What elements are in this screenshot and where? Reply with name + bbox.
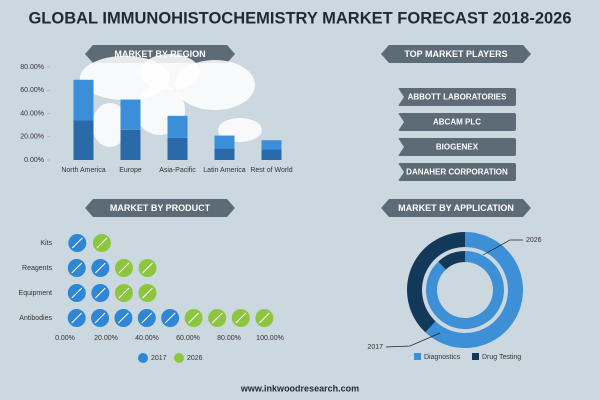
bar-segment (167, 115, 188, 138)
bar-segment (261, 140, 282, 150)
x-tick-label: Asia-Pacific (159, 167, 196, 174)
legend-swatch (414, 353, 421, 360)
icon-stripe (96, 237, 108, 249)
icon-stripe (141, 312, 153, 324)
player-box (398, 138, 516, 156)
y-tick-label: 60.00% (20, 87, 44, 94)
donut-segment (438, 251, 465, 270)
icon-group (67, 309, 180, 327)
x-tick-label: Latin America (203, 167, 246, 174)
legend-label: Diagnostics (424, 354, 461, 361)
icon-group (67, 284, 110, 302)
bar-segment (73, 79, 94, 121)
icon-group (67, 259, 110, 277)
icon-stripe (211, 312, 223, 324)
icon-group (68, 234, 87, 252)
icon-stripe (142, 287, 153, 299)
bar-segment (120, 99, 141, 130)
icon-stripe (118, 287, 130, 299)
player-notch (398, 88, 404, 106)
icon-stripe (71, 237, 83, 249)
map-shape (175, 60, 255, 110)
section-header (381, 199, 531, 217)
legend-swatch (138, 353, 148, 363)
player-name: BIOGENEX (436, 143, 479, 152)
ring-label: 2017 (367, 344, 383, 351)
player-name: DANAHER CORPORATION (406, 168, 508, 177)
bar-segment (73, 120, 94, 160)
section-title: MARKET BY PRODUCT (110, 203, 211, 213)
donut-segment (425, 232, 523, 349)
icon-stripe (71, 262, 83, 274)
icon-group (92, 234, 111, 252)
legend-label: 2026 (187, 355, 203, 362)
y-tick-label: Reagents (22, 265, 52, 272)
player-name: ABBOTT LABORATORIES (408, 93, 507, 102)
icon-stripe (118, 262, 130, 274)
bar-segment (214, 148, 235, 160)
icon-stripe (142, 262, 153, 274)
y-tick-label: Kits (40, 240, 52, 247)
leader-line (482, 239, 523, 256)
icon-group (114, 259, 157, 277)
x-tick-label: 20.00% (94, 335, 118, 342)
map-shape (92, 103, 128, 147)
y-tick-label: Equipment (19, 290, 53, 297)
bar-segment (120, 129, 141, 160)
player-notch (398, 113, 404, 131)
icon-group (184, 309, 274, 327)
player-notch (398, 138, 404, 156)
bar-segment (167, 137, 188, 160)
player-box (398, 113, 516, 131)
website: www.inkwoodresearch.com (240, 383, 359, 393)
legend-label: 2017 (151, 355, 167, 362)
x-tick-label: 100.00% (256, 335, 284, 342)
icon-stripe (71, 312, 83, 324)
icon-stripe (95, 287, 106, 299)
icon-stripe (188, 312, 199, 324)
bar-segment (261, 149, 282, 160)
icon-stripe (94, 312, 106, 324)
x-tick-label: 40.00% (135, 335, 159, 342)
player-name: ABCAM PLC (433, 118, 481, 127)
player-box (398, 88, 516, 106)
x-tick-label: Rest of World (250, 167, 292, 174)
ring-label: 2026 (526, 237, 542, 244)
y-tick-label: 40.00% (20, 110, 44, 117)
y-tick-label: 0.00% (24, 157, 44, 164)
icon-stripe (235, 312, 247, 324)
bar-segment (214, 135, 235, 149)
player-notch (398, 163, 404, 181)
icon-stripe (71, 287, 83, 299)
leader-line (385, 332, 441, 348)
legend-label: Drug Testing (482, 354, 521, 361)
y-tick-label: 80.00% (20, 64, 44, 71)
x-tick-label: 0.00% (55, 335, 75, 342)
title: GLOBAL IMMUNOHISTOCHEMISTRY MARKET FOREC… (28, 9, 571, 27)
icon-group (114, 284, 157, 302)
section-header (381, 45, 531, 63)
player-box (398, 163, 516, 181)
section-title: TOP MARKET PLAYERS (404, 49, 507, 59)
icon-stripe (164, 312, 176, 324)
section-title: MARKET BY APPLICATION (398, 203, 514, 213)
section-title: MARKET BY REGION (114, 49, 205, 59)
y-tick-label: Antibodies (19, 315, 52, 322)
x-tick-label: North America (61, 167, 105, 174)
section-header (85, 199, 235, 217)
y-tick-label: 20.00% (20, 134, 44, 141)
legend-swatch (174, 353, 184, 363)
legend-swatch (472, 353, 479, 360)
x-tick-label: 60.00% (176, 335, 200, 342)
donut-segment (407, 232, 465, 333)
x-tick-label: Europe (119, 167, 142, 174)
icon-stripe (118, 312, 129, 324)
icon-stripe (259, 312, 270, 324)
x-tick-label: 80.00% (217, 335, 241, 342)
icon-stripe (95, 262, 106, 274)
